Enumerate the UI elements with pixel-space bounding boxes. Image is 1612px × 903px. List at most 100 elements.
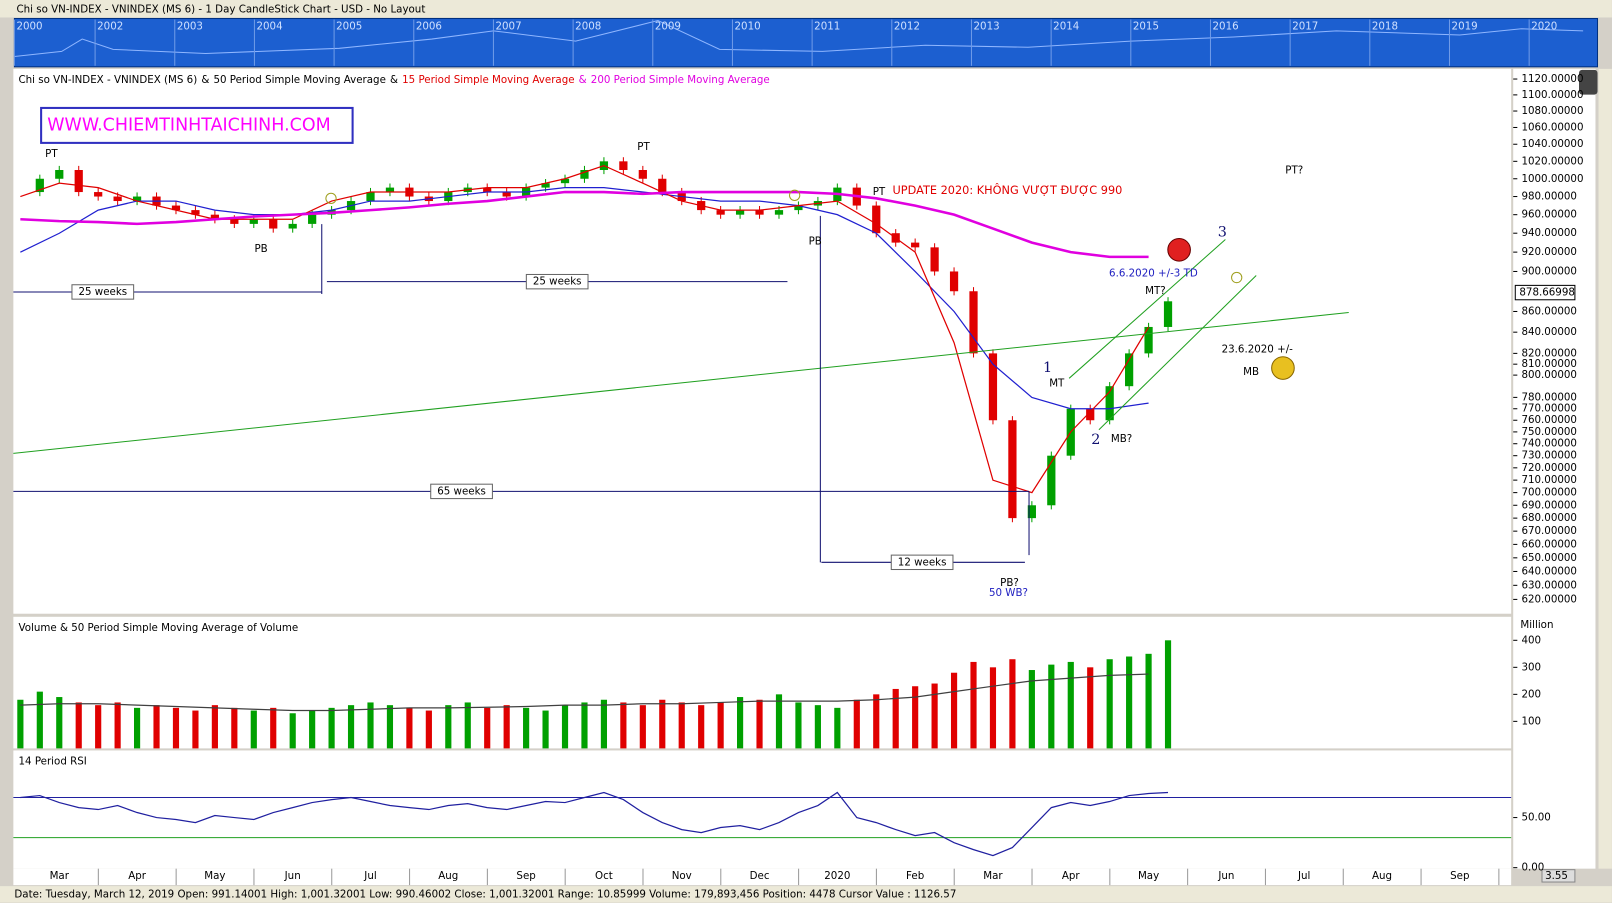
candle: [735, 210, 745, 215]
candle: [269, 219, 278, 229]
candle: [580, 169, 589, 179]
candle: [210, 214, 219, 220]
overview-year: 2019: [1452, 21, 1478, 33]
y-tick-label: 780.00000: [1521, 391, 1577, 403]
title-bar: [0, 0, 1612, 18]
annotation: UPDATE 2020: KHÔNG VƯỢT ĐƯỢC 990: [893, 184, 1123, 197]
annotation: 23.6.2020 +/-: [1222, 344, 1294, 356]
volume-bar: [445, 705, 452, 749]
drawing-line: [13, 312, 1349, 454]
annotation: 2: [1091, 432, 1100, 448]
lock-button[interactable]: [1579, 69, 1598, 95]
y-tick-label: 770.00000: [1521, 403, 1577, 415]
overview-year: 2009: [655, 21, 681, 33]
y-tick-label: 740.00000: [1521, 438, 1577, 450]
y-tick-label: 730.00000: [1521, 450, 1577, 462]
y-tick-label: 650.00000: [1521, 552, 1577, 564]
x-tick-label: Jun: [1217, 870, 1234, 882]
candle: [249, 219, 258, 224]
annotation: PT: [873, 186, 886, 198]
y-tick-label: 810.00000: [1521, 358, 1577, 370]
y-tick-label: 630.00000: [1521, 579, 1577, 591]
annotation: PT: [637, 141, 650, 153]
y-tick-label: 840.00000: [1521, 326, 1577, 338]
volume-bar: [1048, 664, 1055, 749]
zoom-box[interactable]: [1541, 869, 1576, 883]
volume-title: Volume & 50 Period Simple Moving Average…: [19, 622, 299, 634]
y-tick-label: 620.00000: [1521, 593, 1577, 605]
smiley-sad: [1167, 237, 1191, 262]
annotation: MT?: [1145, 285, 1166, 297]
annotation: 50 WB?: [989, 587, 1028, 599]
volume-bar: [1145, 653, 1152, 749]
label-box: [71, 284, 135, 300]
x-tick-label: May: [1138, 870, 1159, 882]
x-tick-label: Jul: [363, 870, 376, 882]
y-tick-label: 670.00000: [1521, 525, 1577, 537]
label-box: [430, 483, 493, 500]
overview-strip[interactable]: [13, 17, 1599, 68]
y-tick-label: 690.00000: [1521, 499, 1577, 511]
annotation: PT: [45, 148, 58, 160]
candle: [1125, 353, 1134, 387]
x-tick-label: Jul: [1297, 870, 1310, 882]
candle: [872, 205, 881, 234]
volume-bar: [775, 694, 783, 749]
candle: [774, 210, 784, 215]
candle: [171, 205, 181, 211]
candle: [113, 196, 122, 202]
volume-bar: [347, 705, 355, 749]
y-tick-label: 200: [1521, 688, 1541, 700]
volume-bar: [1009, 659, 1016, 749]
y-tick-label: 860.00000: [1521, 305, 1577, 317]
candle: [638, 169, 647, 179]
legend-entry: &: [390, 74, 398, 86]
price-panel: [13, 68, 1512, 614]
y-tick-label: 750.00000: [1521, 426, 1577, 438]
y-tick-label: 1040.00000: [1521, 138, 1583, 150]
legend-entry: &: [579, 74, 587, 86]
line: [20, 673, 1149, 712]
x-tick-label: May: [204, 870, 225, 882]
x-tick-label: Aug: [438, 870, 458, 882]
overview-year: 2002: [97, 21, 123, 33]
annotation: PB?: [1000, 577, 1019, 589]
candle: [716, 210, 725, 215]
astro-mark: [1231, 271, 1243, 284]
annotation: PT?: [1285, 165, 1303, 177]
candle: [74, 169, 83, 193]
smiley-happy: [1271, 356, 1295, 380]
overview-year: 2000: [16, 21, 42, 33]
overview-year: 2020: [1531, 21, 1557, 33]
volume-bar: [289, 713, 296, 749]
volume-bar: [75, 702, 82, 749]
window-title: Chi so VN-INDEX - VNINDEX (MS 6) - 1 Day…: [16, 3, 425, 15]
x-tick-label: Dec: [750, 870, 770, 882]
volume-bar: [698, 705, 705, 749]
right-axis: [1513, 68, 1596, 869]
legend-entry: 200 Period Simple Moving Average: [591, 74, 770, 86]
volume-bar: [912, 686, 919, 749]
side-scroll[interactable]: [1598, 68, 1612, 869]
overview-year: 2017: [1292, 21, 1318, 33]
overview-year: 2014: [1053, 21, 1079, 33]
candle: [385, 187, 395, 193]
candle: [308, 214, 317, 224]
candle: [483, 187, 492, 193]
y-tick-label: 1060.00000: [1521, 121, 1583, 133]
volume-bar: [581, 702, 588, 749]
volume-bar: [892, 688, 899, 749]
astro-mark: [788, 189, 801, 201]
volume-bar: [114, 702, 121, 749]
overview-line: [14, 20, 1584, 58]
astro-mark: [325, 192, 337, 205]
volume-bar: [17, 699, 24, 749]
x-tick-label: Mar: [983, 870, 1003, 882]
volume-bar: [250, 710, 257, 749]
volume-bar: [989, 667, 997, 749]
overview-year: 2012: [894, 21, 920, 33]
volume-bar: [873, 694, 880, 749]
volume-bar: [425, 710, 432, 749]
